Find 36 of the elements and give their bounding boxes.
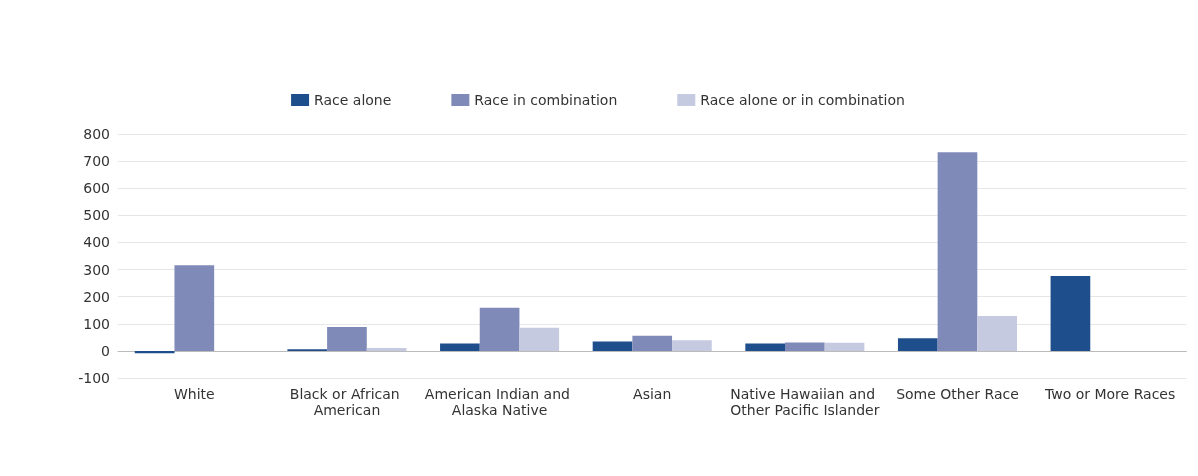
bar	[824, 342, 865, 351]
bar	[977, 315, 1018, 351]
bar	[632, 335, 673, 351]
bar	[745, 343, 785, 351]
bar	[672, 340, 712, 351]
y-tick-label: -100	[78, 370, 110, 386]
y-tick-label: 0	[101, 342, 110, 359]
y-tick-label: 700	[83, 153, 110, 170]
y-tick-label: 300	[83, 261, 110, 278]
y-tick-label: 600	[83, 180, 110, 197]
x-tick-label: White	[173, 386, 215, 402]
bar	[479, 307, 520, 351]
bar	[785, 342, 825, 351]
bar	[937, 152, 978, 351]
bar	[1050, 276, 1091, 351]
x-tick-label: Two or More Races	[1043, 386, 1176, 402]
x-tick-label: Native Hawaiian and Other Pacific Islander	[730, 386, 880, 418]
legend-label: Race in combination	[474, 92, 618, 108]
bar	[174, 265, 215, 351]
legend-label: Race alone or in combination	[700, 92, 905, 108]
bar	[440, 343, 480, 351]
y-tick-label: 100	[83, 315, 110, 332]
bar	[897, 338, 938, 351]
y-tick-label: 500	[83, 207, 110, 224]
x-tick-label: Asian	[633, 386, 672, 402]
x-tick-label: American Indian and Alaska Native	[424, 386, 575, 418]
y-tick-label: 200	[83, 288, 110, 305]
bar	[519, 327, 560, 351]
y-tick-label: 800	[83, 126, 110, 142]
x-tick-label: Black or African American	[289, 386, 405, 418]
bar	[327, 327, 367, 351]
legend-label: Race alone	[314, 92, 392, 108]
bar	[592, 341, 633, 351]
y-tick-label: 400	[83, 234, 110, 251]
bar	[366, 347, 407, 351]
x-tick-label: Some Other Race	[896, 386, 1019, 402]
